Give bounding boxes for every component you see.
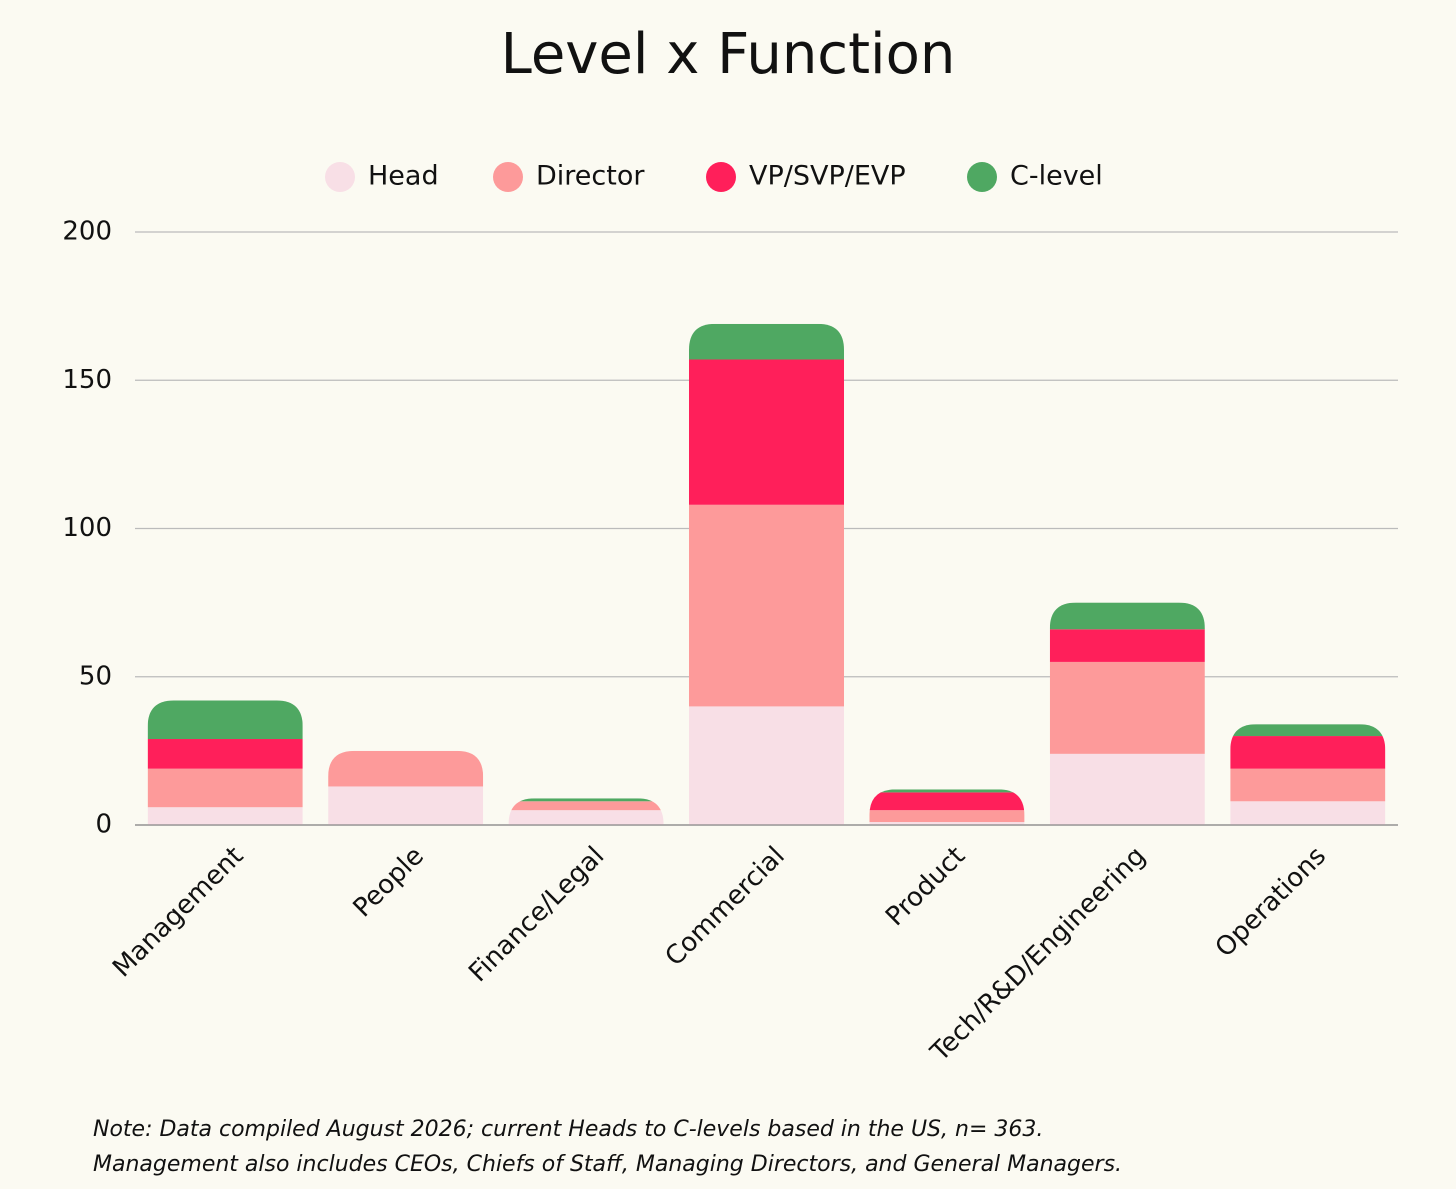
bar-segment (689, 359, 844, 505)
legend-swatch (706, 162, 736, 192)
note: Note: Data compiled August 2026; current… (93, 1117, 1043, 1142)
bar-segment (508, 810, 664, 825)
legend-label: VP/SVP/EVP (749, 161, 906, 192)
legend-swatch (325, 162, 355, 192)
bar-stack (328, 750, 484, 825)
y-tick-label: 150 (62, 365, 112, 395)
y-tick-label: 100 (62, 513, 112, 543)
bar-segment (869, 792, 1025, 811)
note: Management also includes CEOs, Chiefs of… (93, 1152, 1122, 1177)
bar-segment (689, 706, 844, 825)
legend-label: Head (368, 161, 439, 192)
bar-segment (328, 786, 484, 825)
bar-segment (508, 798, 664, 802)
bar-segment (1049, 602, 1205, 630)
bar-stack (689, 323, 844, 825)
chart-title: Level x Function (501, 22, 956, 87)
bar-stack (147, 700, 303, 825)
y-tick-label: 0 (95, 810, 112, 840)
bar-segment (1230, 768, 1386, 802)
bar-segment (328, 750, 484, 787)
bar-stack (508, 798, 664, 825)
bar-stack (869, 789, 1025, 825)
legend-swatch (493, 162, 523, 192)
legend-label: C-level (1010, 161, 1103, 192)
bar-segment (1049, 661, 1205, 754)
bar-segment (147, 807, 303, 825)
bar-segment (1049, 629, 1205, 662)
y-tick-label: 50 (79, 661, 112, 691)
bar-segment (508, 801, 664, 811)
bar-stack (1049, 602, 1205, 825)
bar-stack (1230, 724, 1386, 825)
bar-segment (1049, 753, 1205, 825)
y-tick-label: 200 (62, 217, 112, 247)
bar-segment (1230, 801, 1386, 825)
bar-segment (1230, 724, 1386, 737)
bar-segment (147, 768, 303, 808)
legend-label: Director (536, 161, 645, 192)
bar-segment (689, 504, 844, 707)
legend-swatch (967, 162, 997, 192)
bar-segment (689, 323, 844, 360)
bar-segment (147, 739, 303, 769)
bar-segment (1230, 736, 1386, 769)
bar-segment (869, 789, 1025, 793)
bar-segment (869, 810, 1025, 823)
bar-segment (147, 700, 303, 740)
bar-segment (869, 822, 1025, 825)
